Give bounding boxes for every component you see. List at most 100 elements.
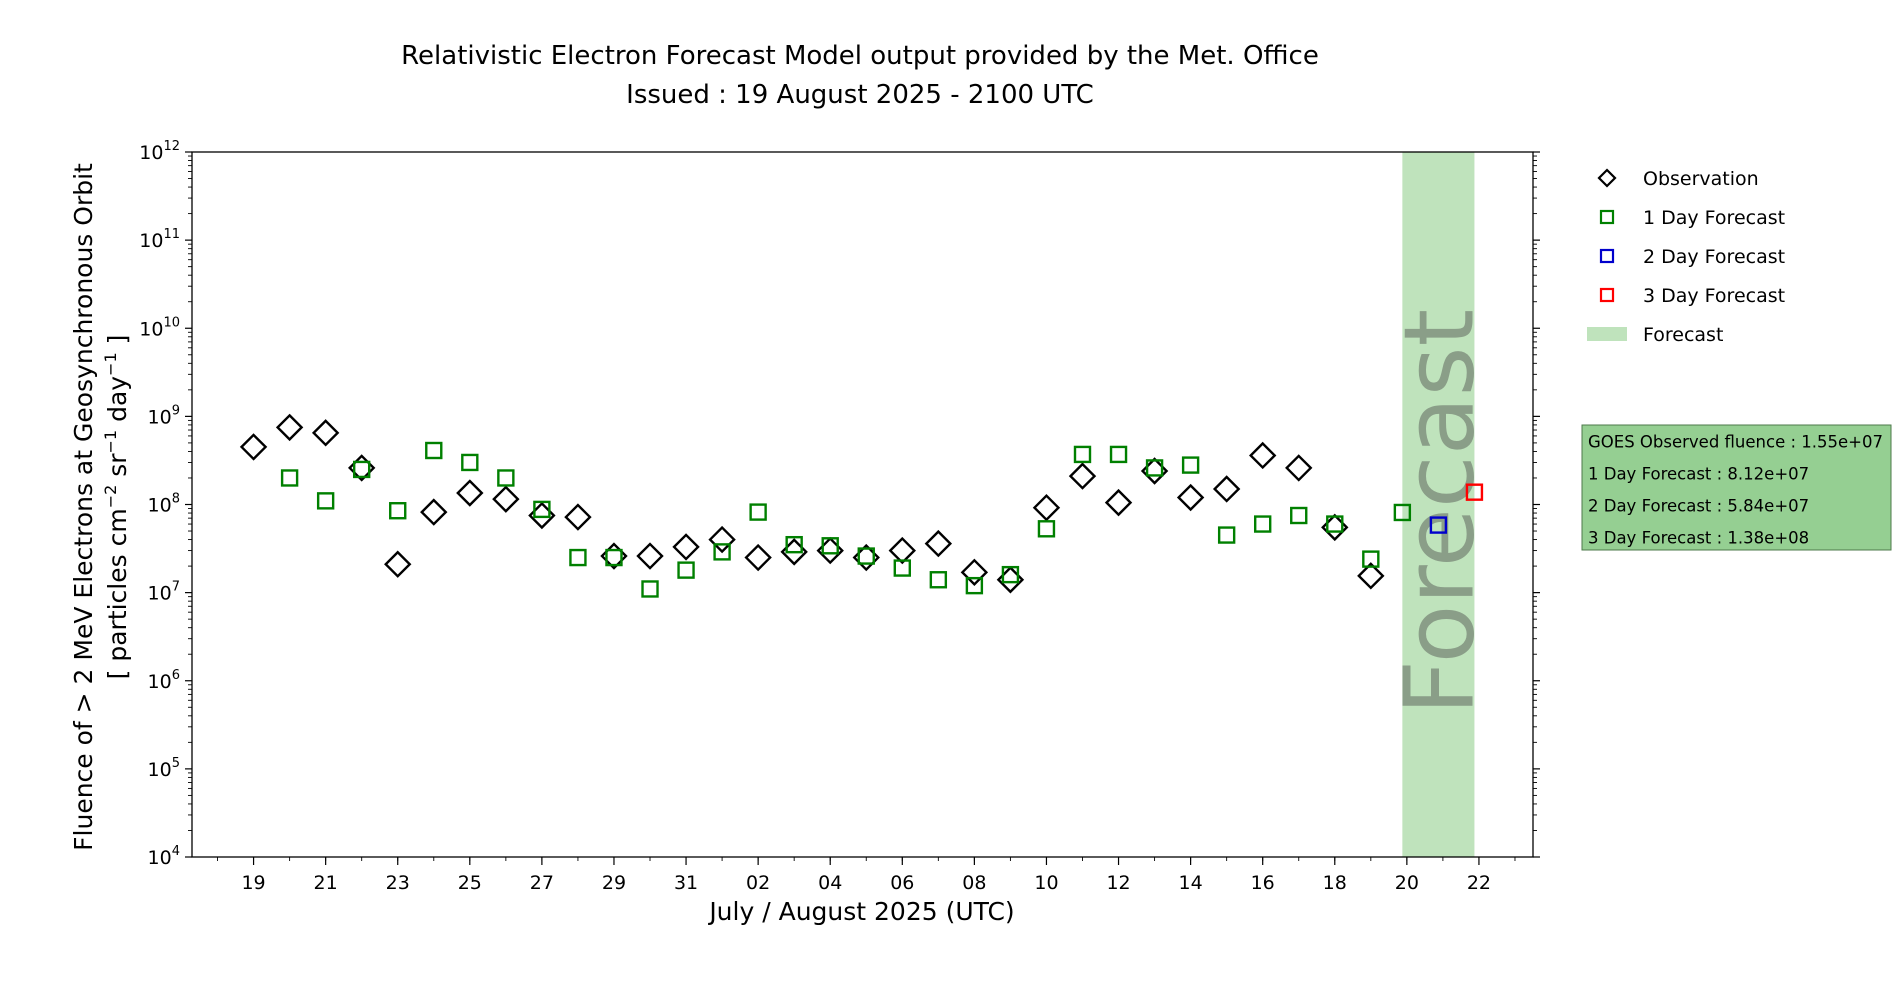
x-tick-label: 18	[1323, 872, 1347, 894]
observation-point	[672, 533, 700, 561]
x-tick-label: 12	[1106, 872, 1130, 894]
1-day-forecast-point	[461, 453, 479, 472]
y-tick-label: 1011	[139, 227, 180, 252]
legend-2-day-forecast-label: 2 Day Forecast	[1643, 246, 1785, 268]
x-tick-label: 10	[1034, 872, 1058, 894]
y-tick-label: 1012	[139, 139, 180, 164]
1-day-forecast-point	[280, 469, 299, 487]
1-day-forecast-point	[713, 543, 731, 561]
y-tick-label: 1010	[139, 315, 180, 340]
plot-frame	[191, 151, 1534, 858]
y-axis-ticks: 104 105 106 107 108 109 1010 1011 1012	[139, 139, 1540, 869]
y-axis-label: Fluence of > 2 MeV Electrons at Geosynch…	[69, 163, 132, 851]
1-day-forecast-point	[1362, 550, 1380, 568]
1-day-forecast-point	[1326, 515, 1344, 533]
observation-point	[564, 503, 592, 531]
2-day-forecast-point	[1429, 516, 1448, 534]
x-tick-label: 19	[241, 872, 265, 894]
y-axis-label-line1: Fluence of > 2 MeV Electrons at Geosynch…	[69, 163, 98, 851]
observation-point	[636, 542, 664, 570]
legend-observation-label: Observation	[1643, 168, 1759, 190]
y-tick-label: 104	[148, 844, 180, 869]
x-tick-label: 16	[1251, 872, 1275, 894]
x-tick-label: 21	[314, 872, 338, 894]
1-day-forecast-point	[857, 547, 875, 565]
x-tick-label: 29	[602, 872, 626, 894]
legend-3-day-forecast-label: 3 Day Forecast	[1643, 285, 1785, 307]
1-day-forecast-point	[1253, 515, 1272, 533]
observation-point	[311, 419, 340, 447]
x-tick-label: 22	[1467, 872, 1491, 894]
1-day-forecast-point	[605, 548, 623, 567]
1-day-forecast-point	[389, 502, 407, 520]
1-day-forecast-point	[1393, 503, 1412, 522]
observation-point	[1176, 483, 1205, 512]
legend-forecast-label: Forecast	[1643, 324, 1723, 346]
observation-point	[420, 498, 448, 526]
x-tick-label: 25	[458, 872, 482, 894]
observation-point	[1104, 488, 1133, 517]
x-tick-label: 08	[962, 872, 986, 894]
x-tick-label: 20	[1395, 872, 1419, 894]
1-day-forecast-point	[785, 535, 803, 554]
legend-1-day-forecast-marker	[1599, 209, 1615, 225]
observation-point	[1032, 493, 1061, 522]
legend: Observation 1 Day Forecast 2 Day Forecast 3…	[1587, 168, 1785, 346]
observation-point	[1285, 454, 1313, 482]
observation-point	[275, 413, 304, 442]
legend-2-day-forecast-marker	[1599, 248, 1615, 264]
observation-point	[960, 558, 989, 587]
1-day-forecast-point	[821, 537, 839, 555]
chart-subtitle: Issued : 19 August 2025 - 2100 UTC	[626, 80, 1094, 110]
1-day-forecast-point	[1145, 459, 1164, 477]
1-day-forecast-point	[1217, 526, 1236, 544]
legend-forecast-swatch	[1587, 327, 1627, 341]
1-day-forecast-point	[533, 500, 551, 519]
legend-1-day-forecast-label: 1 Day Forecast	[1643, 207, 1785, 229]
x-axis-ticks: 19 21 23 25 27 29 31 02 04 06 08 10 12 14 16 18 20 22	[217, 857, 1516, 894]
x-tick-label: 31	[674, 872, 698, 894]
observation-point	[888, 536, 916, 565]
observation-point	[708, 525, 736, 554]
observation-point	[1249, 441, 1277, 470]
legend-observation-marker	[1597, 168, 1617, 188]
1-day-forecast-point	[316, 492, 335, 510]
observation-point	[384, 550, 412, 578]
summary-box-background	[1581, 424, 1892, 551]
y-tick-label: 106	[148, 668, 180, 693]
1-day-forecast-point	[1001, 565, 1020, 584]
observation-point	[1357, 562, 1385, 590]
observation-point	[1068, 462, 1097, 490]
forecast-watermark-label: Forecast	[1383, 309, 1495, 715]
1-day-forecast-point	[749, 503, 767, 521]
observation-point	[492, 485, 520, 513]
y-tick-label: 105	[148, 756, 180, 781]
summary-line-1day: 1 Day Forecast : 8.12e+07	[1588, 465, 1809, 484]
legend-3-day-forecast-marker	[1599, 287, 1615, 303]
1-day-forecast-point	[425, 441, 443, 460]
summary-line-2day: 2 Day Forecast : 5.84e+07	[1588, 497, 1809, 516]
x-tick-label: 04	[818, 872, 842, 894]
1-day-forecast-point	[1037, 520, 1056, 538]
y-tick-label: 107	[148, 580, 180, 605]
x-tick-label: 23	[386, 872, 410, 894]
x-tick-label: 02	[746, 872, 770, 894]
observation-point	[239, 433, 268, 461]
1-day-forecast-point	[1181, 456, 1200, 474]
1-day-forecast-point	[569, 548, 587, 567]
observation-point	[924, 529, 953, 558]
summary-line-observed: GOES Observed fluence : 1.55e+07	[1588, 433, 1883, 452]
x-axis-label: July / August 2025 (UTC)	[707, 897, 1014, 926]
x-tick-label: 27	[530, 872, 554, 894]
1-day-forecast-point	[497, 469, 515, 487]
chart-title: Relativistic Electron Forecast Model out…	[401, 41, 1319, 71]
y-tick-label: 108	[148, 492, 180, 517]
1-day-forecast-point	[1290, 506, 1308, 525]
observation-point	[456, 479, 484, 507]
1-day-forecast-point	[893, 559, 911, 577]
1-day-forecast-point	[641, 580, 659, 598]
data-points	[239, 413, 1484, 598]
observation-point	[1212, 475, 1241, 503]
forecast-region-band	[1402, 152, 1475, 857]
1-day-forecast-point	[1073, 445, 1092, 464]
